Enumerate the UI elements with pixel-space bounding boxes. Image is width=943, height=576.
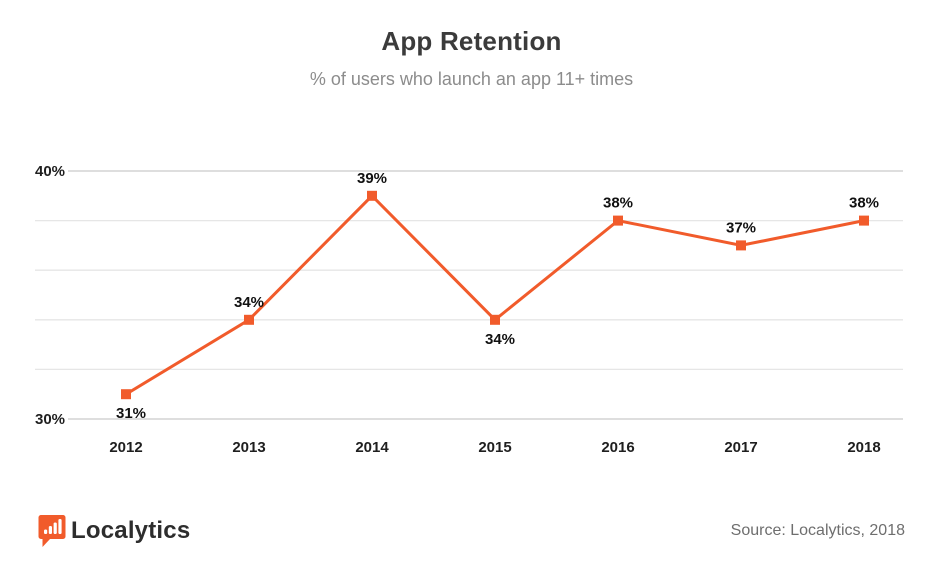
chart-header: App Retention % of users who launch an a… bbox=[0, 26, 943, 90]
logo-bar-2 bbox=[48, 526, 52, 534]
data-point-marker bbox=[367, 190, 377, 201]
localytics-brand: Localytics bbox=[38, 514, 190, 548]
x-axis-tick-label: 2016 bbox=[601, 439, 634, 456]
data-point-marker bbox=[244, 314, 254, 325]
data-point-label: 38% bbox=[849, 195, 879, 212]
x-axis-tick-label: 2015 bbox=[478, 439, 511, 456]
data-point-label: 34% bbox=[485, 331, 515, 348]
data-point-label: 38% bbox=[603, 195, 633, 212]
logo-wordmark: Localytics bbox=[71, 517, 191, 544]
logo-bar-1 bbox=[44, 529, 48, 534]
source-attribution: Source: Localytics, 2018 bbox=[730, 522, 905, 539]
x-axis-tick-label: 2014 bbox=[355, 439, 389, 456]
data-point-label: 31% bbox=[116, 405, 146, 422]
x-axis-tick-label: 2018 bbox=[847, 439, 880, 456]
y-axis-tick-label: 40% bbox=[35, 163, 65, 180]
data-point-label: 37% bbox=[726, 219, 756, 236]
logo-bar-3 bbox=[53, 522, 57, 534]
bar-chart-speech-bubble-icon bbox=[38, 515, 66, 547]
data-point-marker bbox=[736, 240, 746, 251]
data-point-marker bbox=[490, 314, 500, 325]
x-axis-tick-label: 2012 bbox=[109, 439, 142, 456]
data-point-marker bbox=[613, 215, 623, 226]
data-point-label: 39% bbox=[357, 170, 387, 187]
page-footer: Localytics Source: Localytics, 2018 bbox=[0, 510, 943, 555]
chart-subtitle: % of users who launch an app 11+ times bbox=[309, 69, 634, 89]
chart-title: App Retention bbox=[381, 26, 562, 56]
data-point-marker bbox=[121, 389, 131, 400]
x-axis-tick-label: 2013 bbox=[232, 439, 265, 456]
x-axis-tick-label: 2017 bbox=[724, 439, 757, 456]
data-point-marker bbox=[859, 215, 869, 226]
y-axis-tick-label: 30% bbox=[35, 411, 65, 428]
logo-bar-4 bbox=[58, 519, 62, 534]
data-point-label: 34% bbox=[234, 294, 264, 311]
